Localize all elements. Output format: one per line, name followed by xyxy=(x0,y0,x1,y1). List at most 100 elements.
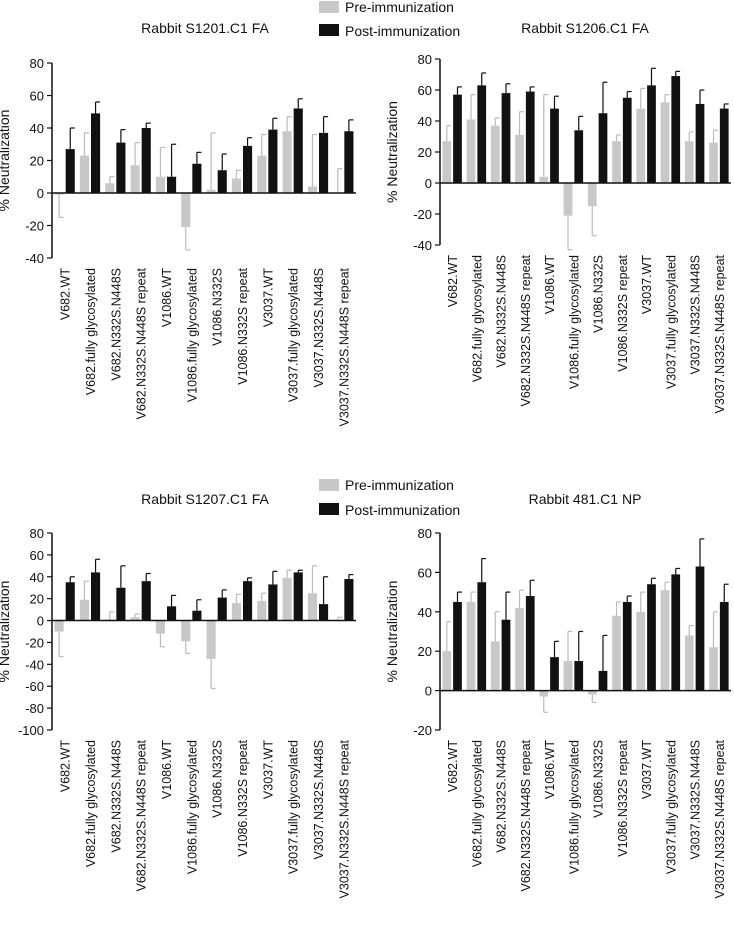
bar-pre xyxy=(257,155,267,193)
bar-pre xyxy=(105,183,115,193)
chart-title: Rabbit S1207.C1 FA xyxy=(141,491,269,507)
y-tick-label: 40 xyxy=(30,570,44,585)
bar-pre xyxy=(442,651,452,691)
legend-pre-swatch xyxy=(319,1,339,13)
bar-pre xyxy=(54,620,64,632)
x-tick-label: V3037.WT xyxy=(640,255,654,314)
bar-pre xyxy=(587,690,597,695)
bar-pre xyxy=(636,108,646,183)
x-tick-label: V682.N332S.N448S repeat xyxy=(135,267,149,419)
bar-pre xyxy=(206,620,216,659)
bar-post xyxy=(319,604,329,621)
x-tick-label: V1086.WT xyxy=(543,740,557,799)
bar-post xyxy=(344,131,354,193)
x-tick-label: V682.WT xyxy=(59,740,73,792)
chart-panel-1: Rabbit S1201.C1 FA % Neutralization -40 -20… xyxy=(0,20,356,426)
y-tick-label: 80 xyxy=(30,56,44,71)
y-tick-label: 80 xyxy=(30,526,44,541)
legend-pre-swatch-2 xyxy=(319,479,339,491)
x-tick-label: V3037.WT xyxy=(640,740,654,799)
x-tick-label: V1086.N332S xyxy=(592,740,606,818)
bar-post xyxy=(647,85,656,183)
y-tick-label: -40 xyxy=(25,251,44,266)
bar-post xyxy=(550,657,559,691)
bar-post xyxy=(217,597,227,621)
x-tick-label: V682.N332S.N448S xyxy=(495,255,509,368)
x-tick-label: V1086.WT xyxy=(543,255,557,314)
y-tick-label: -20 xyxy=(413,723,432,738)
bar-pre xyxy=(257,600,267,621)
bar-pre xyxy=(466,601,476,691)
bar-post xyxy=(695,566,705,691)
y-tick-label: -40 xyxy=(413,238,432,253)
bar-post xyxy=(501,619,511,691)
bar-post xyxy=(91,113,101,193)
x-tick-label: V3037.WT xyxy=(261,268,275,327)
y-tick-label: 60 xyxy=(30,89,44,104)
bar-post xyxy=(65,149,75,193)
bar-pre xyxy=(660,102,670,183)
chart-panel-4: Rabbit 481.C1 NP % Neutralization -20 0 20 40… xyxy=(384,491,731,898)
bar-post xyxy=(243,145,253,193)
bar-pre xyxy=(54,193,64,195)
x-tick-label: V1086.N332S repeat xyxy=(616,739,630,856)
y-axis-label: % Neutralization xyxy=(0,581,12,683)
bar-post xyxy=(598,113,608,183)
x-tick-label: V682.N332S.N448S repeat xyxy=(519,739,533,891)
chart-panel-3: Rabbit S1207.C1 FA % Neutralization -100 -8… xyxy=(0,491,356,898)
bar-pre xyxy=(466,119,476,183)
bar-post xyxy=(268,129,278,193)
bar-post xyxy=(141,581,151,621)
x-tick-label: V682.fully glycosylated xyxy=(84,268,98,395)
bar-post xyxy=(695,103,705,183)
chart-title: Rabbit S1201.C1 FA xyxy=(141,20,269,36)
bar-pre xyxy=(660,590,670,691)
x-tick-label: V1086.N332S repeat xyxy=(616,254,630,371)
y-tick-label: 0 xyxy=(425,176,432,191)
bar-pre xyxy=(130,165,140,193)
bar-pre xyxy=(539,176,549,183)
x-tick-label: V3037.fully glycosylated xyxy=(664,740,678,874)
y-axis-label: % Neutralization xyxy=(384,101,400,203)
bar-post xyxy=(671,76,681,183)
y-tick-label: 20 xyxy=(30,592,44,607)
legend-post-label: Post-immunization xyxy=(345,23,460,39)
x-tick-label: V3037.fully glycosylated xyxy=(287,740,301,874)
bar-post xyxy=(293,572,303,621)
x-tick-label: V1086.fully glycosylated xyxy=(185,740,199,874)
bar-post xyxy=(268,584,278,621)
x-tick-label: V682.N332S.N448S xyxy=(109,740,123,853)
x-tick-label: V682.N332S.N448S xyxy=(495,740,509,853)
bar-post xyxy=(141,128,151,193)
bar-post xyxy=(525,91,535,183)
bar-pre xyxy=(231,178,241,193)
bar-post xyxy=(647,584,656,691)
bar-post xyxy=(719,108,729,183)
bar-post xyxy=(574,130,584,183)
legend-pre-label: Pre-immunization xyxy=(345,0,454,15)
bar-pre xyxy=(612,615,621,691)
x-tick-label: V1086.N332S xyxy=(211,268,225,346)
chart-title: Rabbit 481.C1 NP xyxy=(529,491,642,507)
bar-pre xyxy=(490,641,500,691)
bar-pre xyxy=(181,193,191,228)
y-tick-label: 20 xyxy=(418,145,432,160)
bar-pre xyxy=(684,141,694,183)
bar-post xyxy=(477,582,487,691)
x-tick-label: V1086.WT xyxy=(160,268,174,327)
x-tick-label: V1086.fully glycosylated xyxy=(567,255,581,389)
bar-post xyxy=(65,582,75,621)
bar-post xyxy=(453,601,462,691)
bar-pre xyxy=(282,131,292,193)
bar-pre xyxy=(307,593,317,621)
bar-post xyxy=(453,94,462,183)
y-tick-label: 20 xyxy=(30,154,44,169)
legend-top: Pre-immunization Post-immunization xyxy=(319,0,460,39)
y-tick-label: 80 xyxy=(418,526,432,541)
bar-post xyxy=(116,587,126,621)
bar-pre xyxy=(79,599,89,621)
legend-bottom: Pre-immunization Post-immunization xyxy=(319,477,460,518)
y-tick-label: 60 xyxy=(418,565,432,580)
bar-post xyxy=(501,93,511,183)
y-tick-label: 0 xyxy=(37,186,44,201)
